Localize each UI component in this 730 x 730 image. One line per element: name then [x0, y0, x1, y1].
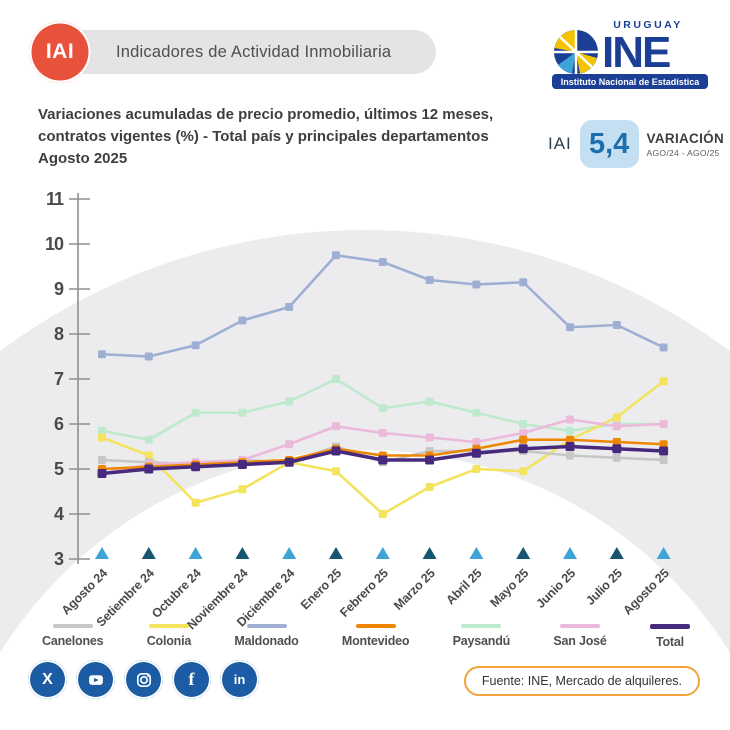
- legend-swatch: [649, 624, 690, 629]
- kpi-value-box: 5,4: [579, 120, 639, 168]
- legend-label: Total: [655, 635, 684, 649]
- legend-item: Paysandú: [453, 624, 510, 648]
- title-line-2: contratos vigentes (%) - Total país y pr…: [38, 128, 489, 145]
- title-line-3: Agosto 2025: [38, 150, 128, 167]
- legend-label: San José: [553, 634, 607, 648]
- legend-item: Total: [649, 624, 690, 649]
- y-tick-label: 9: [54, 279, 64, 299]
- legend-item: Maldonado: [234, 624, 299, 648]
- ine-logo: URUGUAY INE Instituto Nacional de Estadí…: [552, 19, 708, 89]
- title-line-1: Variaciones acumuladas de precio promedi…: [38, 106, 494, 123]
- y-tick-label: 11: [46, 189, 64, 209]
- legend-item: Canelones: [42, 624, 104, 648]
- linkedin-icon[interactable]: in: [220, 660, 259, 699]
- legend-item: Montevideo: [341, 624, 410, 648]
- legend-swatch: [559, 624, 600, 628]
- iai-badge: IAI: [29, 21, 91, 83]
- kpi-caption-bottom: AGO/24 - AGO/25: [646, 147, 720, 158]
- logo-acronym: INE: [602, 28, 670, 77]
- iai-badge-label: IAI: [45, 40, 75, 63]
- youtube-icon[interactable]: [76, 660, 115, 699]
- x-twitter-icon[interactable]: X: [28, 660, 67, 699]
- legend-label: Paysandú: [452, 634, 511, 648]
- legend-swatch: [246, 624, 287, 628]
- legend-swatch: [355, 624, 396, 628]
- instagram-icon[interactable]: [124, 660, 163, 699]
- source-text: Fuente: INE, Mercado de alquileres.: [481, 674, 682, 688]
- legend-swatch: [148, 624, 189, 628]
- chart-title: Variaciones acumuladas de precio promedi…: [38, 104, 538, 170]
- y-tick-label: 10: [45, 234, 64, 254]
- legend-label: Montevideo: [341, 634, 410, 648]
- kpi-caption: VARIACIÓN AGO/24 - AGO/25: [647, 131, 724, 158]
- logo-country: URUGUAY: [613, 19, 683, 31]
- kpi-label: IAI: [548, 134, 572, 153]
- facebook-icon[interactable]: f: [172, 660, 211, 699]
- legend-label: Colonia: [146, 634, 192, 648]
- legend-item: San José: [553, 624, 607, 648]
- kpi-variation: IAI 5,4 VARIACIÓN AGO/24 - AGO/25: [548, 118, 724, 170]
- globe-icon: [554, 30, 598, 74]
- legend-label: Canelones: [42, 634, 104, 648]
- legend-swatch: [461, 624, 502, 628]
- chart-legend: Canelones Colonia Maldonado Montevideo Paysa…: [42, 624, 690, 649]
- kpi-caption-top: VARIACIÓN: [646, 130, 724, 146]
- legend-item: Colonia: [147, 624, 191, 648]
- logo-subtitle: Instituto Nacional de Estadística: [561, 77, 701, 87]
- header-pill: Indicadores de Actividad Inmobiliaria: [58, 30, 436, 74]
- kpi-value: 5,4: [589, 127, 630, 160]
- legend-label: Maldonado: [234, 634, 299, 648]
- header-title: Indicadores de Actividad Inmobiliaria: [116, 42, 392, 61]
- social-row: X f in: [28, 660, 259, 699]
- source-box: Fuente: INE, Mercado de alquileres.: [463, 666, 700, 696]
- legend-swatch: [52, 624, 93, 628]
